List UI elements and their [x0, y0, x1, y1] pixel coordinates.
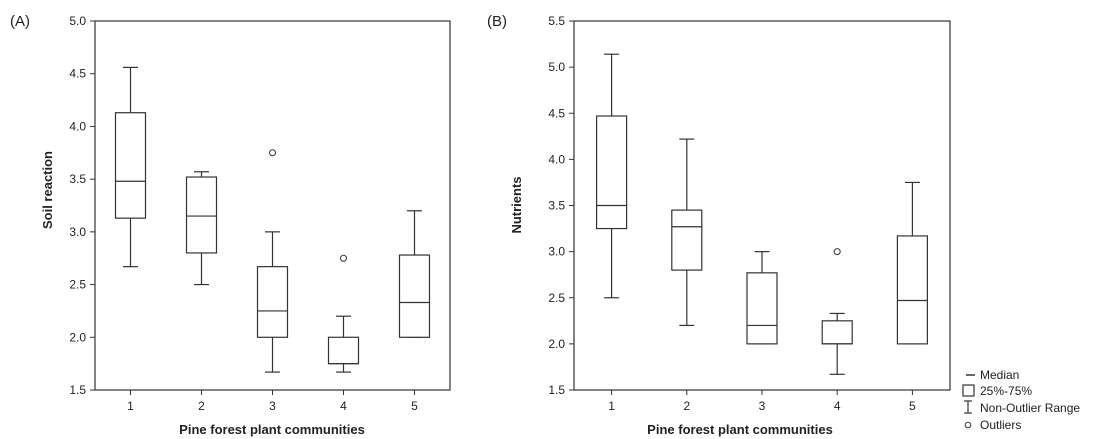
panel-a-label: (A) — [10, 13, 30, 30]
legend-box-label: 25%-75% — [980, 384, 1032, 398]
panel-b-y-tick-label: 2.5 — [548, 291, 565, 305]
iqr-box — [747, 273, 777, 344]
legend: Median 25%-75% Non-Outlier Range Outlier… — [963, 368, 1080, 432]
panel-a-box-5 — [400, 211, 430, 338]
iqr-box — [187, 177, 217, 253]
outlier-point — [270, 150, 276, 156]
panel-a-y-tick-label: 4.0 — [69, 119, 86, 133]
panel-a-y-tick-label: 4.5 — [69, 67, 86, 81]
panel-a-y-tick-label: 2.0 — [69, 330, 86, 344]
legend-median-label: Median — [980, 368, 1019, 382]
iqr-box — [258, 267, 288, 338]
panel-a-plot: 1.5 2.0 2.5 3.0 3.5 4.0 4.5 5.0 1 2 3 4 5 — [69, 14, 450, 413]
legend-outlier-symbol — [965, 422, 971, 428]
legend-range-label: Non-Outlier Range — [980, 401, 1080, 415]
panel-b-box-1 — [597, 54, 627, 298]
iqr-box — [400, 255, 430, 337]
iqr-box — [116, 113, 146, 218]
panel-b-x-title: Pine forest plant communities — [647, 422, 833, 437]
panel-b-plot: 1.5 2.0 2.5 3.0 3.5 4.0 4.5 5.0 5.5 1 2 3 4 5 — [548, 14, 950, 413]
panel-b-box-3 — [747, 252, 777, 344]
panel-a-x-tick-label: 5 — [411, 399, 418, 413]
iqr-box — [672, 210, 702, 270]
outlier-point — [834, 249, 840, 255]
panel-a-y-tick-label: 3.0 — [69, 225, 86, 239]
panel-b-box-4 — [822, 249, 852, 375]
panel-a-y-tick-label: 1.5 — [69, 383, 86, 397]
panel-b-x-tick-label: 1 — [608, 399, 615, 413]
panel-b-y-tick-label: 3.5 — [548, 199, 565, 213]
panel-b-x-tick-label: 4 — [834, 399, 841, 413]
panel-b-box-2 — [672, 139, 702, 325]
panel-b-x-tick-label: 3 — [759, 399, 766, 413]
panel-a-y-title: Soil reaction — [40, 151, 55, 229]
panel-b-y-tick-label: 4.0 — [548, 152, 565, 166]
legend-box-symbol — [963, 385, 974, 396]
panel-b-y-tick-label: 3.0 — [548, 245, 565, 259]
panel-a-box-2 — [187, 172, 217, 285]
iqr-box — [597, 116, 627, 229]
panel-b-y-tick-label: 1.5 — [548, 383, 565, 397]
panel-b-x-tick-label: 2 — [683, 399, 690, 413]
panel-b-y-title: Nutrients — [509, 176, 524, 233]
iqr-box — [897, 236, 927, 344]
panel-b-x-tick-label: 5 — [909, 399, 916, 413]
panel-a-y-tick-label: 3.5 — [69, 172, 86, 186]
panel-a-y-tick-label: 5.0 — [69, 14, 86, 28]
panel-b-y-tick-label: 5.5 — [548, 14, 565, 28]
iqr-box — [329, 337, 359, 363]
panel-a: (A) Soil reaction Pine forest plant comm… — [10, 13, 450, 437]
panel-a-box-4 — [329, 255, 359, 372]
outlier-point — [341, 255, 347, 261]
panel-a-box-1 — [116, 67, 146, 266]
panel-a-x-tick-label: 3 — [269, 399, 276, 413]
panel-a-x-tick-label: 1 — [127, 399, 134, 413]
panel-b-y-tick-label: 5.0 — [548, 60, 565, 74]
panel-a-x-title: Pine forest plant communities — [179, 422, 365, 437]
panel-b-box-5 — [897, 182, 927, 343]
panel-a-box-3 — [258, 150, 288, 372]
panel-b-label: (B) — [487, 13, 507, 30]
panel-b-y-tick-label: 2.0 — [548, 337, 565, 351]
panel-b: (B) Nutrients Pine forest plant communit… — [487, 13, 950, 437]
panel-a-y-tick-label: 2.5 — [69, 278, 86, 292]
panel-a-x-tick-label: 4 — [340, 399, 347, 413]
legend-outlier-label: Outliers — [980, 418, 1021, 432]
panel-b-y-tick-label: 4.5 — [548, 106, 565, 120]
iqr-box — [822, 321, 852, 344]
panel-a-x-tick-label: 2 — [198, 399, 205, 413]
